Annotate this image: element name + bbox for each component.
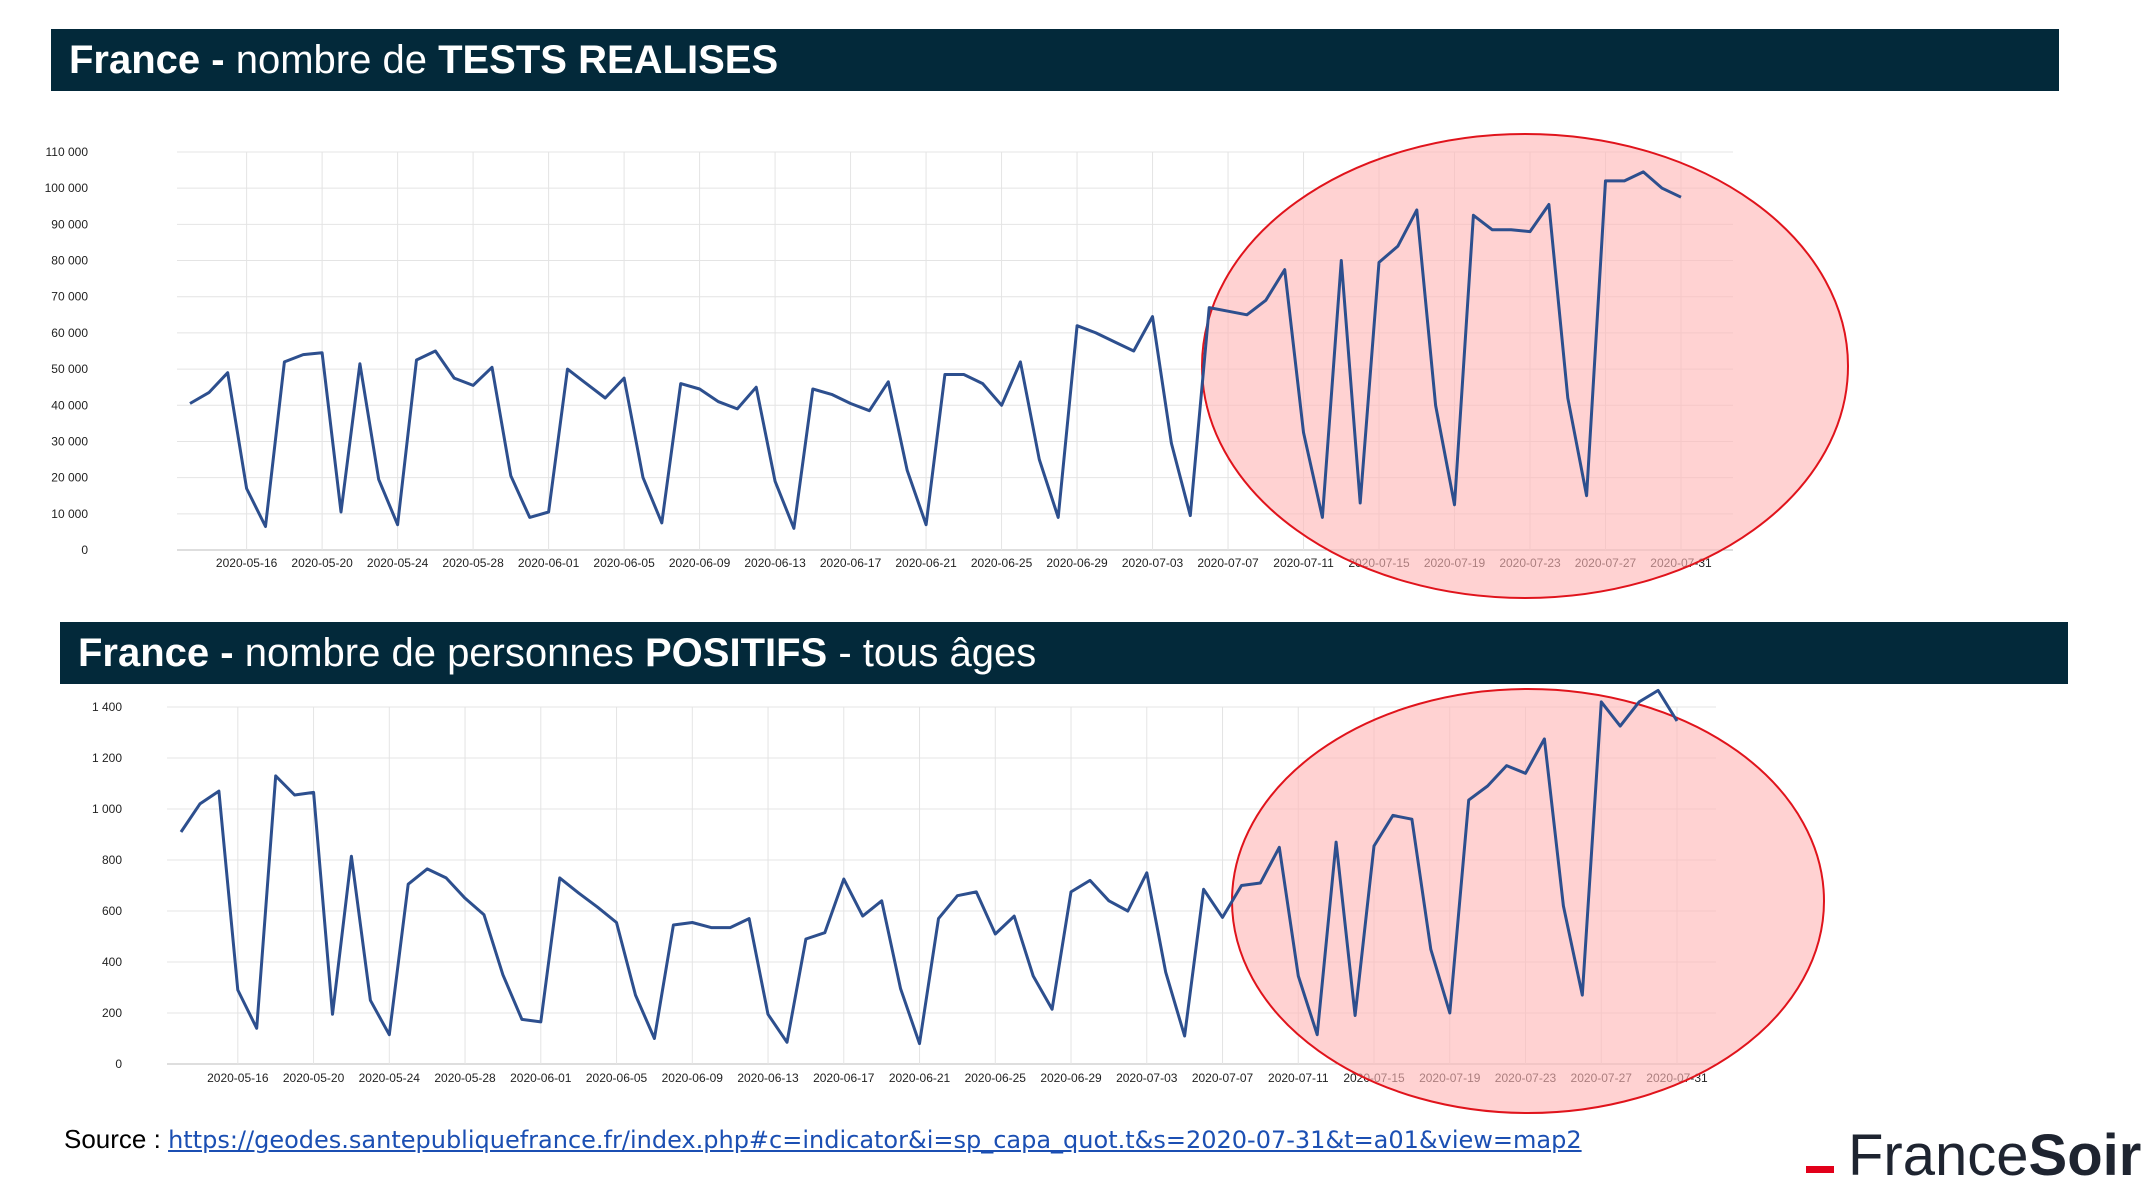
x-tick-label: 2020-06-21: [889, 1071, 951, 1085]
banner-middle: nombre de: [235, 38, 439, 82]
x-tick-label: 2020-05-28: [442, 556, 504, 570]
y-tick-label: 800: [102, 853, 122, 867]
y-tick-label: 10 000: [51, 507, 88, 521]
y-tick-label: 1 200: [92, 751, 122, 765]
y-tick-label: 20 000: [51, 471, 88, 485]
x-tick-label: 2020-06-25: [965, 1071, 1027, 1085]
x-tick-label: 2020-06-25: [971, 556, 1033, 570]
y-tick-label: 400: [102, 955, 122, 969]
x-tick-label: 2020-06-05: [593, 556, 655, 570]
x-tick-label: 2020-06-13: [744, 556, 806, 570]
y-tick-label: 1 000: [92, 802, 122, 816]
source-label: Source :: [64, 1124, 169, 1154]
x-tick-label: 2020-07-03: [1116, 1071, 1178, 1085]
y-tick-label: 100 000: [45, 181, 89, 195]
y-tick-label: 50 000: [51, 362, 88, 376]
tests-chart-banner: France - nombre de TESTS REALISES: [51, 29, 2059, 91]
banner-emphasis: TESTS REALISES: [438, 38, 779, 82]
y-tick-label: 1 400: [92, 700, 122, 714]
x-tick-label: 2020-05-20: [283, 1071, 345, 1085]
x-tick-label: 2020-06-21: [895, 556, 957, 570]
x-tick-label: 2020-07-11: [1268, 1071, 1329, 1085]
x-tick-label: 2020-07-07: [1192, 1071, 1254, 1085]
francesoir-logo: FranceSoir: [1806, 1122, 2141, 1189]
x-tick-label: 2020-06-01: [518, 556, 580, 570]
y-tick-label: 0: [115, 1057, 122, 1071]
y-tick-label: 0: [81, 543, 88, 557]
y-tick-label: 60 000: [51, 326, 88, 340]
banner-middle: nombre de personnes: [244, 631, 645, 675]
banner-emphasis: POSITIFS: [644, 631, 828, 675]
source-line: Source : https://geodes.santepubliquefra…: [64, 1124, 1582, 1155]
logo-part2: Soir: [2028, 1123, 2142, 1188]
banner-prefix: France -: [78, 631, 245, 675]
x-tick-label: 2020-06-13: [737, 1071, 799, 1085]
x-tick-label: 2020-06-17: [820, 556, 882, 570]
y-tick-label: 200: [102, 1006, 122, 1020]
y-tick-label: 40 000: [51, 398, 88, 412]
x-tick-label: 2020-05-20: [291, 556, 353, 570]
x-tick-label: 2020-05-24: [367, 556, 429, 570]
y-tick-label: 30 000: [51, 434, 88, 448]
highlight-ellipse: [1231, 688, 1825, 1114]
x-tick-label: 2020-06-17: [813, 1071, 875, 1085]
positifs-chart-banner: France - nombre de personnes POSITIFS - …: [60, 622, 2068, 684]
y-tick-label: 80 000: [51, 254, 88, 268]
y-tick-label: 70 000: [51, 290, 88, 304]
logo-dash-icon: [1806, 1166, 1834, 1173]
x-tick-label: 2020-06-29: [1040, 1071, 1102, 1085]
y-tick-label: 90 000: [51, 217, 88, 231]
banner-prefix: France -: [69, 38, 236, 82]
x-tick-label: 2020-07-11: [1273, 556, 1334, 570]
x-tick-label: 2020-05-24: [359, 1071, 421, 1085]
x-tick-label: 2020-06-01: [510, 1071, 572, 1085]
x-tick-label: 2020-07-07: [1197, 556, 1259, 570]
y-tick-label: 600: [102, 904, 122, 918]
banner-suffix: - tous âges: [827, 631, 1037, 675]
x-tick-label: 2020-06-29: [1046, 556, 1108, 570]
x-tick-label: 2020-06-09: [669, 556, 731, 570]
x-tick-label: 2020-06-05: [586, 1071, 648, 1085]
series-line: [189, 170, 1682, 530]
source-link[interactable]: https://geodes.santepubliquefrance.fr/in…: [168, 1126, 1582, 1154]
x-tick-label: 2020-05-16: [216, 556, 278, 570]
y-tick-label: 110 000: [46, 145, 89, 159]
x-tick-label: 2020-05-16: [207, 1071, 269, 1085]
x-tick-label: 2020-07-03: [1122, 556, 1184, 570]
x-tick-label: 2020-06-09: [662, 1071, 724, 1085]
series-line: [179, 688, 1679, 1046]
x-tick-label: 2020-05-28: [434, 1071, 496, 1085]
highlight-ellipse: [1201, 133, 1849, 599]
logo-part1: France: [1848, 1123, 2029, 1188]
